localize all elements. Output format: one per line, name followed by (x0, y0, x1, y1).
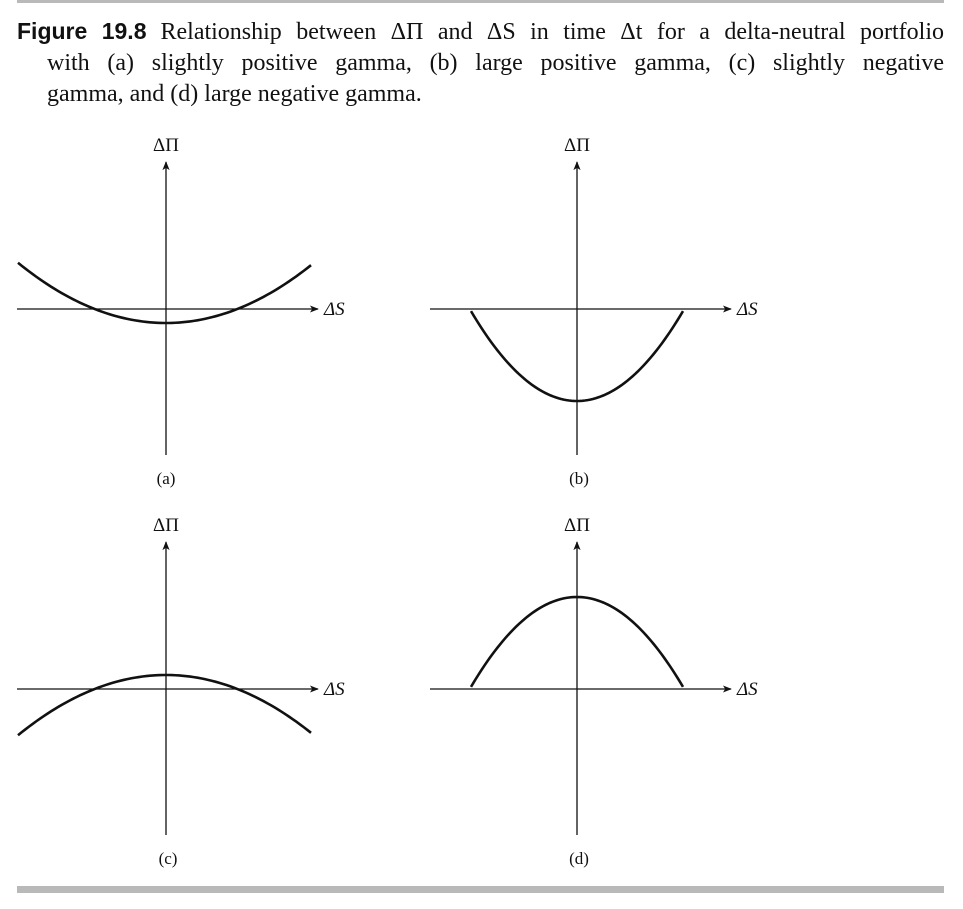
panel-b: ΔΠ ΔS (b) (430, 135, 758, 488)
panel-a-label: (a) (157, 469, 176, 488)
panel-c-curve (17, 673, 312, 737)
panel-a-y-label: ΔΠ (153, 135, 179, 156)
panel-b-x-label: ΔS (736, 299, 758, 320)
caption-text-1: Relationship between ΔΠ and ΔS in time Δ… (160, 19, 945, 45)
panel-d-label: (d) (569, 849, 589, 868)
bottom-rule (17, 886, 944, 893)
caption-number: 19.8 (101, 18, 147, 44)
panel-b-label: (b) (569, 469, 589, 488)
panel-a-x-label: ΔS (323, 299, 345, 320)
caption-label: Figure (17, 18, 88, 44)
panel-d: ΔΠ ΔS (d) (430, 515, 758, 868)
panel-b-y-label: ΔΠ (564, 135, 590, 156)
panel-c-label: (c) (159, 849, 178, 868)
panel-a-curve (17, 261, 312, 325)
caption-continuation: with (a) slightly positive gamma, (b) la… (17, 48, 944, 110)
figure-caption: Figure 19.8 Relationship between ΔΠ and Δ… (17, 16, 944, 110)
caption-line-2: with (a) slightly positive gamma, (b) la… (47, 50, 944, 76)
panel-d-x-label: ΔS (736, 679, 758, 700)
panel-a: ΔΠ ΔS (a) (17, 135, 345, 488)
panel-c: ΔΠ ΔS (c) (17, 515, 345, 868)
panel-c-y-label: ΔΠ (153, 515, 179, 536)
panel-b-curve (469, 310, 685, 403)
caption-line-1: Figure 19.8 Relationship between ΔΠ and Δ… (17, 16, 944, 48)
caption-line-3: gamma, and (d) large negative gamma. (47, 81, 422, 107)
top-rule (17, 0, 944, 3)
panel-d-y-label: ΔΠ (564, 515, 590, 536)
panel-d-curve (469, 595, 685, 688)
panel-c-x-label: ΔS (323, 679, 345, 700)
